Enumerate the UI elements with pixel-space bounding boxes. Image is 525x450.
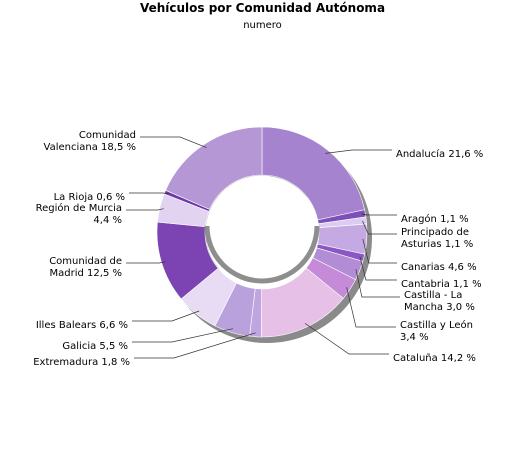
- label-comunidad-valenciana-line-2: Valenciana 18,5 %: [44, 142, 136, 153]
- leader-andalucia: [325, 149, 392, 154]
- label-principado-de-asturias-line-2: Asturias 1,1 %: [401, 239, 473, 250]
- label-region-de-murcia-line-1: Región de Murcia: [36, 202, 122, 214]
- label-castilla-y-leon-line-2: 3,4 %: [400, 332, 429, 343]
- label-castilla-y-leon-line-1: Castilla y León: [400, 319, 473, 331]
- leader-castilla-y-leon: [346, 287, 396, 328]
- chart-subtitle: numero: [243, 20, 282, 31]
- label-la-rioja: La Rioja 0,6 %: [54, 192, 125, 203]
- leader-canarias: [362, 238, 397, 264]
- label-comunidad-de-madrid-line-2: Madrid 12,5 %: [50, 268, 122, 279]
- leader-cataluna: [304, 323, 389, 355]
- leader-galicia: [132, 328, 233, 343]
- leader-region-de-murcia: [126, 208, 164, 211]
- label-galicia: Galicia 5,5 %: [62, 341, 128, 352]
- label-aragon: Aragón 1,1 %: [401, 213, 469, 225]
- chart-title: Vehículos por Comunidad Autónoma: [139, 1, 386, 15]
- leader-aragon: [361, 213, 397, 216]
- donut-slices: [156, 126, 368, 338]
- label-cataluna: Cataluña 14,2 %: [393, 353, 476, 364]
- slice-labels: Andalucía 21,6 % Aragón 1,1 % Principado d…: [33, 130, 483, 368]
- leader-lines: [126, 136, 400, 359]
- leader-extremadura: [134, 332, 256, 359]
- leader-principado-de-asturias: [362, 220, 397, 235]
- leader-comunidad-de-madrid: [126, 261, 166, 264]
- label-castilla-la-mancha-line-1: Castilla - La: [404, 290, 462, 301]
- label-comunidad-de-madrid-line-1: Comunidad de: [49, 256, 122, 267]
- donut-hole: [205, 175, 319, 289]
- label-canarias: Canarias 4,6 %: [401, 262, 477, 273]
- slice-comunidad-valenciana: [165, 126, 263, 210]
- label-comunidad-valenciana-line-1: Comunidad: [79, 130, 136, 141]
- leader-castilla-la-mancha: [355, 269, 400, 298]
- donut-inner-shadow: [204, 225, 320, 284]
- label-region-de-murcia-line-2: 4,4 %: [93, 215, 122, 226]
- leader-comunidad-valenciana: [140, 136, 207, 148]
- label-principado-de-asturias-line-1: Principado de: [401, 227, 469, 238]
- label-illes-balears: Illes Balears 6,6 %: [36, 320, 128, 331]
- label-castilla-la-mancha-line-2: Mancha 3,0 %: [404, 302, 475, 313]
- label-extremadura: Extremadura 1,8 %: [33, 357, 130, 368]
- label-andalucia: Andalucía 21,6 %: [396, 148, 483, 160]
- leader-la-rioja: [129, 192, 169, 194]
- leader-cantabria: [359, 256, 397, 281]
- label-cantabria: Cantabria 1,1 %: [401, 279, 482, 290]
- leader-illes-balears: [132, 310, 200, 322]
